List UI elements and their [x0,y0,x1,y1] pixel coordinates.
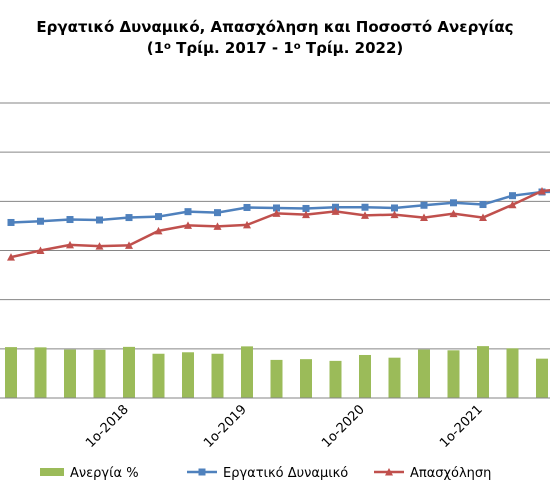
bar-unemployment [123,346,135,398]
bar-unemployment [93,349,106,398]
point-employment [66,240,74,249]
point-labour-force [479,201,487,209]
point-employment [390,210,399,219]
series-lines [7,187,550,261]
legend: Ανεργία % Εργατικό Δυναμικό Απασχόληση [40,466,491,481]
point-labour-force [391,204,398,212]
point-labour-force [7,218,15,226]
point-labour-force [420,201,428,209]
legend-swatch-unemployment [40,468,64,476]
point-labour-force [302,204,310,212]
point-employment [243,220,251,229]
bar-unemployment [418,349,430,398]
point-employment [184,221,192,229]
bar-unemployment [300,359,312,398]
point-employment [420,213,428,222]
point-employment [479,213,487,222]
point-labour-force [214,209,221,217]
legend-marker-square [198,468,206,476]
bar-unemployment [34,347,47,398]
legend-marker-triangle [385,468,393,476]
bar-unemployment [152,353,165,398]
point-labour-force [155,213,162,221]
bar-unemployment [211,353,224,398]
line-employment [10,188,550,259]
bar-unemployment [329,360,342,398]
bar-unemployment [506,348,519,398]
point-labour-force [184,208,192,216]
point-labour-force [361,203,369,211]
bar-unemployment [270,359,283,398]
point-labour-force [509,192,516,200]
legend-label: Εργατικό Δυναμικό [223,466,348,481]
point-employment [154,226,163,235]
x-tick-label: 1ο-2018 [83,402,132,451]
point-labour-force [37,217,44,225]
bar-unemployment [388,357,401,398]
subtitle-part: Τρίμ. 2017 - 1 [170,39,294,57]
chart-title: Εργατικό Δυναμικό, Απασχόληση και Ποσοστ… [36,18,514,36]
point-labour-force [125,214,133,222]
bar-unemployment [182,352,194,398]
point-employment [95,242,104,250]
bar-unemployment [447,350,460,398]
point-employment [331,207,340,215]
subtitle-part: Τρίμ. 2022) [300,39,404,57]
bar-unemployment [477,346,489,398]
bar-unemployment [241,346,253,398]
legend-label: Ανεργία % [70,466,139,481]
point-employment [36,246,45,254]
point-labour-force [66,216,74,224]
bar-unemployment [64,349,76,398]
legend-label: Απασχόληση [410,466,491,481]
point-employment [538,187,546,195]
point-labour-force [332,203,339,211]
bars-unemployment [5,346,548,398]
point-labour-force [96,216,103,224]
subtitle-superscript: ο [164,41,171,52]
point-employment [508,200,517,209]
gridlines [0,102,550,350]
line-labour-force [10,190,550,224]
bar-unemployment [536,358,548,398]
x-tick-label: 1ο-2021 [437,402,486,451]
subtitle-superscript: ο [293,41,301,52]
chart-subtitle: (1ο Τρίμ. 2017 - 1ο Τρίμ. 2022) [0,39,550,57]
bar-unemployment [359,354,371,398]
point-employment [361,211,369,219]
x-tick-label: 1ο-2020 [319,402,368,451]
point-employment [7,253,15,261]
subtitle-part: (1 [146,39,165,57]
point-employment [272,209,281,217]
point-labour-force [450,199,457,207]
point-employment [302,210,310,219]
bar-unemployment [5,347,17,398]
point-labour-force [273,204,280,212]
x-tick-label: 1ο-2019 [201,402,250,451]
point-labour-force [243,203,251,211]
point-employment [125,241,133,249]
point-employment [213,222,222,230]
point-employment [449,209,458,218]
